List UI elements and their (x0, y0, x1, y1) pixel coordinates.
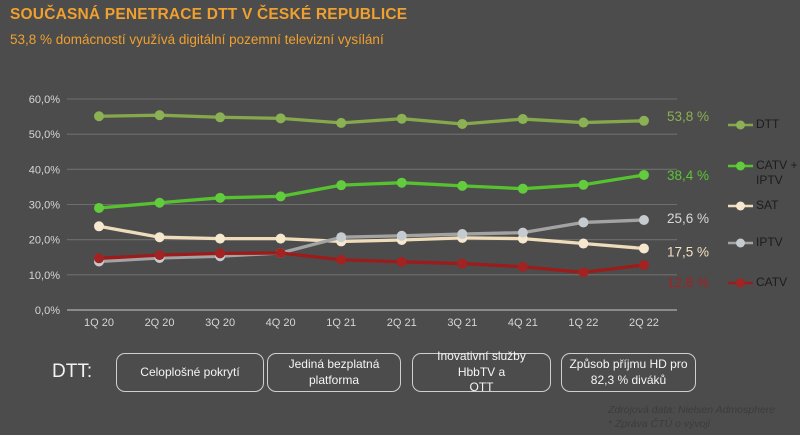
series-marker-catv (275, 191, 286, 202)
x-tick-label: 2Q 20 (145, 317, 175, 329)
legend-marker-icon (728, 201, 753, 211)
series-marker-catv (154, 197, 165, 208)
series-marker-catv (215, 248, 226, 259)
series-marker-dtt (215, 112, 226, 123)
series-marker-catv (517, 183, 528, 194)
series-line-iptv (97, 218, 646, 264)
series-marker-iptv (396, 230, 407, 241)
legend-item-catv: CATV + IPTV (728, 158, 798, 189)
legend-label: SAT (756, 197, 779, 212)
series-marker-sat (638, 243, 649, 254)
x-tick-label: 3Q 20 (205, 317, 235, 329)
legend-marker-icon (728, 278, 753, 288)
value-label-catv: 38,4 % (667, 168, 709, 183)
legend-marker-icon (728, 120, 753, 130)
legend-marker-icon (728, 161, 753, 171)
y-tick-label: 10,0% (29, 270, 60, 282)
x-tick-label: 4Q 20 (266, 317, 296, 329)
y-tick-label: 60,0% (29, 94, 60, 106)
source-line-1: Zdrojová data: Nielsen Admosphere (608, 404, 776, 416)
series-line-dtt (97, 113, 646, 126)
series-marker-sat (154, 232, 165, 243)
series-marker-sat (94, 221, 104, 232)
series-marker-catv (457, 258, 468, 269)
legend-label: CATV + IPTV (756, 157, 798, 188)
series-marker-dtt (457, 118, 468, 129)
series-line-sat (97, 224, 646, 251)
info-box: Jediná bezplatná platforma (267, 353, 401, 392)
y-tick-label: 50,0% (29, 129, 60, 141)
series-line-catv (97, 173, 646, 210)
info-box: Inovativní služby HbbTV a OTT (412, 349, 551, 394)
x-tick-label: 2Q 22 (629, 317, 659, 329)
x-tick-label: 1Q 22 (568, 317, 598, 329)
series-marker-catv (215, 192, 226, 203)
page-title: SOUČASNÁ PENETRACE DTT V ČESKÉ REPUBLICE (10, 6, 408, 23)
series-marker-dtt (517, 114, 528, 125)
legend-item-dtt: DTT (728, 117, 798, 133)
series-marker-iptv (457, 229, 468, 240)
legend-item-iptv: IPTV (728, 235, 798, 251)
series-marker-dtt (275, 113, 286, 124)
series-marker-catv (396, 256, 407, 267)
x-tick-label: 1Q 20 (84, 317, 114, 329)
series-marker-catv (154, 250, 165, 261)
series-marker-catv (336, 180, 347, 191)
source-note: Zdrojová data: Nielsen Admosphere * Zprá… (608, 403, 775, 431)
series-marker-iptv (336, 232, 347, 243)
series-marker-catv (517, 261, 528, 272)
x-tick-label: 4Q 21 (508, 317, 538, 329)
value-label-sat: 17,5 % (667, 244, 709, 259)
info-box: Způsob příjmu HD pro 82,3 % diváků (561, 353, 696, 392)
series-marker-catv (638, 169, 649, 180)
legend-label: CATV (756, 274, 788, 289)
value-label-iptv: 25,6 % (667, 211, 709, 226)
series-marker-catv (578, 267, 589, 278)
y-tick-label: 0,0% (35, 305, 60, 317)
legend-label: IPTV (756, 235, 783, 250)
series-marker-sat (215, 233, 226, 244)
series-marker-catv (457, 180, 468, 191)
series-marker-catv (638, 259, 649, 270)
series-marker-catv (94, 203, 104, 214)
value-label-catv: 12,8 % (667, 275, 709, 290)
series-marker-catv (275, 248, 286, 259)
series-marker-dtt (154, 110, 165, 121)
series-marker-dtt (578, 117, 589, 128)
series-marker-catv (578, 179, 589, 190)
legend-item-catv: CATV (728, 275, 798, 291)
legend-marker-icon (728, 238, 753, 248)
series-marker-dtt (396, 113, 407, 124)
series-marker-iptv (517, 227, 528, 238)
info-box: Celoplošné pokrytí (116, 353, 264, 392)
series-marker-dtt (638, 115, 649, 126)
series-marker-iptv (578, 217, 589, 228)
dtt-caption: DTT: (52, 361, 93, 382)
page-subtitle: 53,8 % domácností využívá digitální poze… (10, 32, 384, 47)
series-marker-dtt (94, 111, 104, 122)
legend-item-sat: SAT (728, 198, 798, 214)
y-tick-label: 30,0% (29, 200, 60, 212)
series-marker-catv (94, 253, 104, 264)
series-marker-sat (275, 233, 286, 244)
legend-label: DTT (756, 117, 780, 131)
source-line-2: * Zpráva ČTÚ o vývoji (608, 418, 711, 431)
penetration-line-chart: 0,0% 10,0% 20,0% 30,0% 40,0% 50,0% 60,0% 1Q 20 2… (29, 94, 709, 329)
x-tick-label: 3Q 21 (447, 317, 477, 329)
series-marker-sat (578, 238, 589, 249)
y-tick-label: 20,0% (29, 235, 60, 247)
series-line-catv (97, 251, 646, 275)
x-tick-label: 2Q 21 (387, 317, 417, 329)
value-label-dtt: 53,8 % (667, 109, 709, 124)
series-marker-dtt (336, 117, 347, 128)
y-tick-label: 40,0% (29, 164, 60, 176)
series-marker-catv (336, 254, 347, 265)
chart-legend: DTT CATV + IPTV SAT IPTV CATV (728, 117, 798, 291)
series-marker-catv (396, 177, 407, 188)
x-tick-label: 1Q 21 (326, 317, 356, 329)
series-marker-iptv (638, 214, 649, 225)
